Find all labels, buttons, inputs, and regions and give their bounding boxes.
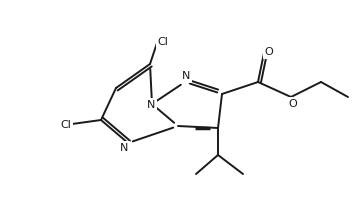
Text: Cl: Cl: [157, 37, 168, 47]
Text: O: O: [265, 47, 273, 57]
Text: N: N: [182, 71, 190, 81]
Text: N: N: [120, 143, 128, 153]
Text: N: N: [147, 100, 155, 110]
Text: Cl: Cl: [60, 120, 71, 130]
Text: O: O: [289, 99, 297, 109]
